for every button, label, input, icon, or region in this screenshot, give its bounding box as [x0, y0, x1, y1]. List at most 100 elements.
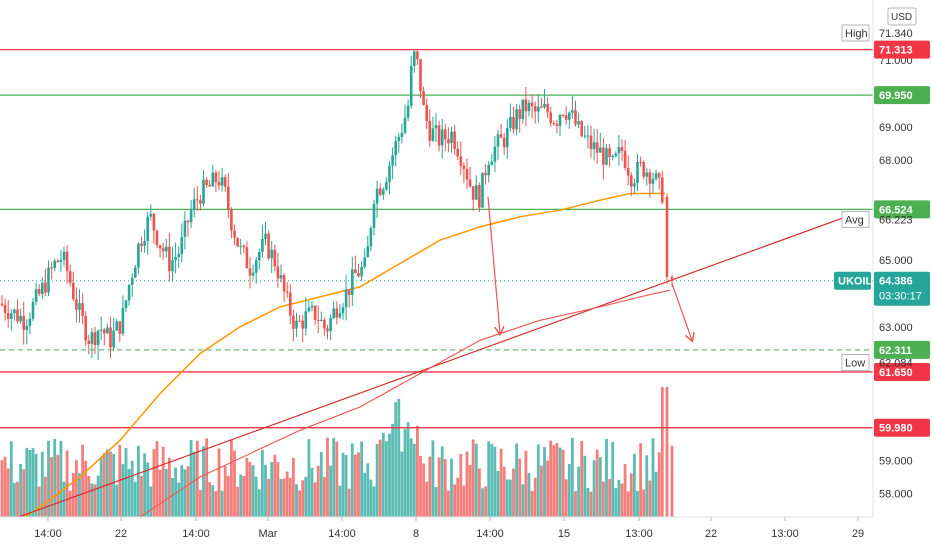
volume-bar: [654, 471, 658, 517]
trendline-curve[interactable]: [99, 289, 671, 545]
candle-body: [251, 272, 255, 276]
candle-body: [605, 148, 608, 165]
candle-body: [416, 51, 419, 60]
volume-bar: [140, 475, 143, 517]
candle-body: [344, 289, 348, 308]
volume-bar: [381, 432, 385, 517]
currency-box[interactable]: [887, 7, 917, 26]
volume-bar: [515, 443, 518, 517]
volume-bar: [561, 449, 565, 517]
candle-body: [223, 177, 227, 187]
volume-bar: [651, 438, 655, 517]
price-scale[interactable]: USD58.00059.00063.00064.00065.00068.0006…: [834, 0, 932, 517]
volume-bar: [425, 481, 429, 517]
symbol-tag-box[interactable]: [834, 271, 871, 290]
volume-bar: [34, 453, 38, 517]
candle-body: [298, 320, 301, 322]
volume-bar: [115, 484, 119, 517]
candle-body: [62, 251, 66, 260]
candle-body: [245, 247, 249, 269]
candle-body: [289, 292, 292, 316]
volume-bar: [347, 488, 351, 517]
volume-bar: [313, 482, 317, 517]
candle-body: [465, 169, 469, 180]
candle-body: [633, 183, 636, 187]
low-tag-box: [841, 354, 870, 371]
level-label: 66.524: [879, 204, 914, 216]
volume-bar: [199, 490, 202, 517]
volume-bar: [239, 474, 243, 517]
candle-body: [155, 230, 159, 246]
candle-body: [301, 320, 304, 329]
candle-body: [419, 59, 422, 92]
volume-bar: [13, 482, 16, 517]
volume-bar: [248, 462, 252, 517]
volume-bar: [133, 481, 137, 517]
candle-body: [72, 282, 75, 300]
candle-body: [425, 105, 428, 121]
volume-bar: [518, 458, 522, 517]
x-tick-label: 13:00: [771, 528, 799, 540]
volume-bar: [161, 446, 165, 517]
volume-bar: [344, 454, 348, 517]
volume-bar: [567, 464, 571, 517]
candle-body: [589, 135, 593, 150]
candle-body: [626, 167, 630, 176]
volume-bar: [323, 477, 326, 517]
volume-bar: [490, 444, 494, 517]
volume-bar: [214, 491, 218, 517]
candle-body: [555, 123, 559, 126]
volume-bar: [37, 486, 41, 517]
volume-bar: [453, 484, 456, 517]
volume-bar: [40, 451, 44, 517]
volume-bar: [84, 460, 88, 517]
candle-body: [261, 239, 264, 253]
candle-body: [233, 230, 236, 238]
volume-bar: [295, 484, 298, 517]
candle-body: [124, 300, 128, 308]
level-label-box: [874, 418, 930, 437]
volume-bar: [316, 465, 320, 517]
level-label: 69.950: [879, 90, 913, 102]
volume-bar: [391, 423, 394, 517]
time-axis[interactable]: 14:00 22 14:00 Mar 14:00 8 14:00 15 13:00 22 13:00…: [0, 516, 932, 550]
candle-body: [540, 106, 543, 108]
volume-bar: [394, 402, 398, 517]
volume-bar: [549, 440, 553, 517]
candle-body: [462, 165, 466, 169]
candle-body: [273, 249, 277, 267]
candle-body: [665, 196, 669, 277]
x-tick-label: 22: [115, 528, 127, 540]
volume-bar: [456, 477, 460, 517]
trendlines: [0, 216, 847, 545]
volume-bar: [431, 440, 435, 517]
candle-body: [22, 315, 25, 330]
volume-bar: [71, 473, 75, 517]
y-tick-label: 65.000: [879, 255, 913, 267]
candle-body: [558, 115, 562, 126]
volume-bar: [186, 466, 190, 517]
high-tag-name: High: [845, 28, 868, 40]
candle-body: [537, 106, 540, 112]
volume-bar: [564, 479, 568, 517]
volume-bar: [329, 465, 332, 517]
candle-body: [50, 267, 53, 269]
avg-tag-value: 66.223: [879, 214, 913, 226]
volume-bar: [264, 464, 267, 517]
candle-body: [363, 257, 366, 267]
level-label: 71.313: [879, 45, 913, 57]
volume-bar: [571, 437, 574, 517]
candle-body: [583, 135, 587, 137]
trendline-main[interactable]: [0, 216, 847, 525]
volume-bar: [158, 469, 162, 517]
volume-bar: [372, 486, 376, 517]
candle-body: [192, 199, 196, 211]
last-price-box: [874, 271, 930, 306]
volume-bar: [657, 452, 661, 517]
candle-body: [654, 173, 658, 179]
candle-body: [577, 121, 580, 125]
candle-body: [543, 103, 546, 108]
candle-body: [611, 155, 614, 157]
